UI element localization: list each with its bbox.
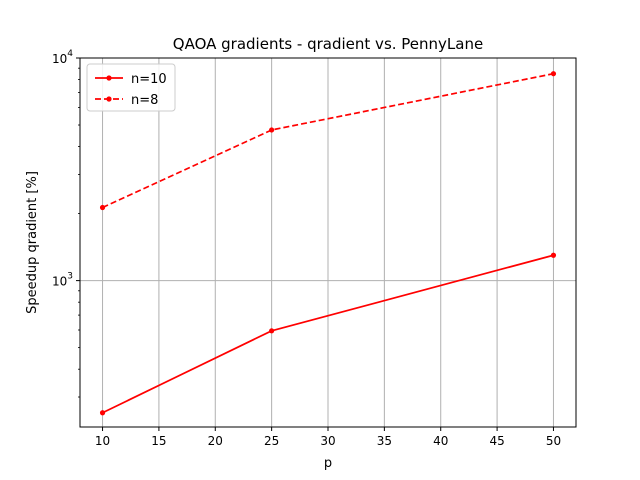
x-tick-label: 40 (433, 434, 448, 448)
legend-label: n=10 (131, 72, 167, 87)
data-point (99, 204, 106, 211)
data-point (550, 252, 557, 258)
data-point (550, 71, 557, 77)
data-point (269, 328, 275, 334)
legend: n=10 n=8 (86, 63, 176, 112)
data-point (99, 410, 106, 416)
legend-marker (106, 75, 112, 81)
legend-marker (106, 96, 112, 102)
x-tick-label: 30 (320, 434, 335, 448)
x-axis: 10 15 20 25 30 35 40 45 50 (95, 427, 561, 448)
chart-title: QAOA gradients - qradient vs. PennyLane (173, 35, 483, 53)
y-axis-label: Speedup qradient [%] (25, 171, 40, 314)
x-tick-label: 25 (264, 434, 279, 448)
x-tick-label: 15 (151, 434, 166, 448)
x-tick-label: 50 (546, 434, 561, 448)
x-tick-label: 35 (377, 434, 392, 448)
x-tick-label: 10 (95, 434, 110, 448)
x-tick-label: 20 (208, 434, 223, 448)
x-tick-label: 45 (489, 434, 504, 448)
series-layer (99, 71, 557, 416)
x-axis-label: p (324, 456, 332, 471)
data-point (269, 127, 275, 133)
legend-label: n=8 (131, 93, 158, 108)
